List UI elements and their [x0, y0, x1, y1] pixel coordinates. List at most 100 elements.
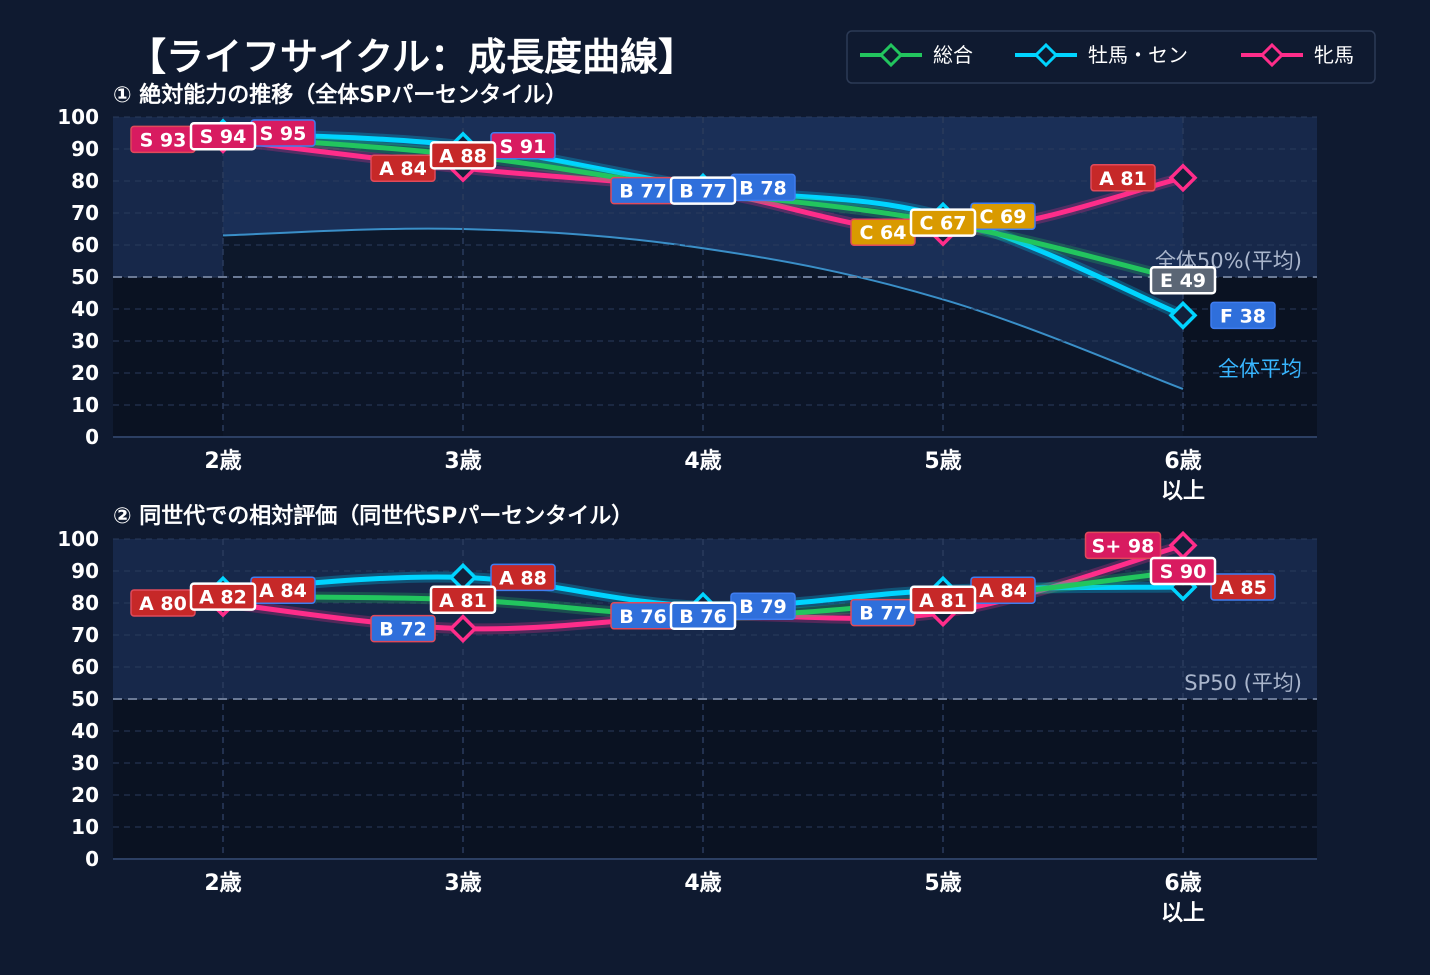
y-tick-label: 0 — [85, 425, 99, 449]
reference-label: SP50 (平均) — [1184, 671, 1302, 695]
y-tick-label: 20 — [71, 361, 99, 385]
legend: 総合 牡馬・セン 牝馬 — [846, 30, 1376, 84]
y-tick-label: 10 — [71, 393, 99, 417]
legend-label: 牝馬 — [1314, 43, 1354, 67]
average-curve-label: 全体平均 — [1218, 357, 1302, 381]
data-label-box — [1210, 301, 1276, 330]
y-tick-label: 30 — [71, 751, 99, 775]
x-tick-label: 5歳 — [924, 871, 961, 896]
average-curve — [222, 227, 1184, 390]
data-label: B 76 — [619, 606, 667, 628]
data-label-box — [909, 585, 977, 615]
panel-absolute: ① 絶対能力の推移（全体SPパーセンタイル） 0 10 20 30 40 50 60 70 80 9… — [57, 82, 1317, 504]
data-label-box — [429, 585, 497, 615]
data-label: A 88 — [499, 567, 547, 589]
data-label-box — [429, 141, 497, 170]
data-label: B 76 — [679, 606, 727, 628]
x-tick-label: 以上 — [1161, 901, 1205, 926]
data-label: A 88 — [439, 145, 487, 167]
data-label-box — [1149, 265, 1217, 295]
data-label: B 77 — [619, 181, 667, 203]
data-label: C 64 — [860, 222, 907, 244]
data-label-box — [1210, 573, 1276, 601]
y-tick-label: 50 — [71, 265, 99, 289]
y-tick-label: 80 — [71, 591, 99, 615]
x-tick-label: 3歳 — [444, 449, 481, 474]
data-label-box — [909, 208, 977, 237]
legend-label: 総合 — [933, 43, 973, 67]
x-tick-label: 6歳 — [1164, 871, 1201, 896]
y-tick-label: 10 — [71, 815, 99, 839]
data-label: B 77 — [679, 181, 727, 203]
y-tick-label: 50 — [71, 687, 99, 711]
x-tick-label: 2歳 — [204, 871, 241, 896]
y-tick-label: 0 — [85, 847, 99, 871]
data-label: S 90 — [1160, 561, 1207, 583]
data-label-box — [189, 582, 257, 611]
data-label: C 67 — [920, 213, 967, 235]
data-label: S 95 — [260, 123, 307, 145]
data-label: S+ 98 — [1092, 535, 1155, 557]
x-tick-label: 5歳 — [924, 449, 961, 474]
y-tick-label: 20 — [71, 783, 99, 807]
x-tick-label: 6歳 — [1164, 449, 1201, 474]
legend-diamond-icon — [878, 42, 904, 68]
y-tick-label: 60 — [71, 655, 99, 679]
y-tick-label: 30 — [71, 329, 99, 353]
x-tick-label: 3歳 — [444, 871, 481, 896]
data-label: A 85 — [1219, 577, 1267, 599]
panel-subtitle: ① 絶対能力の推移（全体SPパーセンタイル） — [113, 82, 567, 108]
data-label-box — [669, 176, 737, 205]
x-tick-label: 以上 — [1161, 479, 1205, 504]
legend-box — [846, 30, 1376, 84]
x-tick-label: 2歳 — [204, 449, 241, 474]
data-label: A 82 — [199, 587, 247, 609]
panel-relative: ② 同世代での相対評価（同世代SPパーセンタイル） 0 10 20 30 40 50 60 70… — [57, 503, 1317, 926]
y-tick-label: 80 — [71, 169, 99, 193]
y-tick-label: 90 — [71, 137, 99, 161]
data-label-box — [370, 614, 436, 643]
data-label: A 81 — [1099, 168, 1147, 190]
data-label: B 72 — [379, 619, 427, 641]
data-label: A 84 — [979, 580, 1027, 602]
y-tick-label: 70 — [71, 623, 99, 647]
data-label: B 77 — [859, 603, 907, 625]
y-tick-label: 100 — [57, 527, 99, 551]
y-tick-label: 90 — [71, 559, 99, 583]
data-label: S 91 — [500, 136, 547, 158]
data-label-box — [669, 601, 737, 631]
y-tick-label: 40 — [71, 719, 99, 743]
y-tick-label: 100 — [57, 105, 99, 129]
series-point — [448, 614, 478, 644]
legend-label: 牡馬・セン — [1088, 43, 1188, 67]
panel-subtitle: ② 同世代での相対評価（同世代SPパーセンタイル） — [113, 503, 633, 529]
legend-diamond-icon — [1259, 42, 1285, 68]
series-point — [1168, 300, 1198, 330]
data-label-box — [1149, 556, 1217, 586]
y-tick-label: 40 — [71, 297, 99, 321]
data-label-box — [1084, 531, 1162, 560]
data-label: C 69 — [980, 206, 1027, 228]
data-label-box — [189, 121, 257, 151]
data-label: A 84 — [379, 158, 427, 180]
y-tick-label: 60 — [71, 233, 99, 257]
data-label: A 84 — [259, 580, 307, 602]
data-label: B 79 — [739, 596, 787, 618]
data-label: E 49 — [1160, 270, 1206, 292]
data-label: A 80 — [139, 593, 187, 615]
data-label: A 81 — [439, 590, 487, 612]
x-tick-label: 4歳 — [684, 449, 721, 474]
chart-title: 【ライフサイクル：成長度曲線】 — [128, 35, 696, 79]
y-tick-label: 70 — [71, 201, 99, 225]
legend-diamond-icon — [1033, 42, 1059, 68]
data-label: A 81 — [919, 590, 967, 612]
data-label-box — [1090, 164, 1156, 192]
data-label-box — [490, 563, 556, 592]
data-label: F 38 — [1220, 305, 1266, 327]
x-tick-label: 4歳 — [684, 871, 721, 896]
data-label: S 93 — [140, 129, 187, 151]
data-label: S 94 — [200, 126, 247, 148]
data-label: B 78 — [739, 177, 787, 199]
